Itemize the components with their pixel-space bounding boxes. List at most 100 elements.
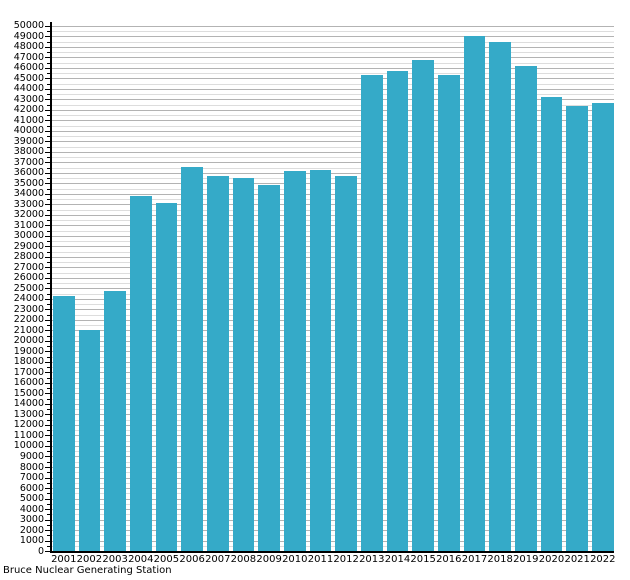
y-major-tick	[45, 267, 50, 269]
minor-gridline	[50, 472, 614, 474]
bar-2011	[309, 169, 332, 551]
y-tick-label: 12000	[13, 419, 44, 431]
y-major-tick	[45, 109, 50, 111]
minor-gridline	[50, 136, 614, 137]
minor-gridline	[50, 115, 614, 116]
y-tick-label: 30000	[13, 230, 44, 242]
y-minor-tick	[47, 451, 50, 453]
minor-gridline	[50, 440, 614, 442]
minor-gridline	[50, 188, 614, 190]
y-minor-tick	[47, 167, 50, 169]
major-gridline	[50, 477, 614, 479]
y-major-tick	[45, 372, 50, 374]
minor-gridline	[50, 41, 614, 43]
y-tick-label: 15000	[13, 387, 44, 399]
major-gridline	[50, 193, 614, 195]
y-tick-label: 6000	[19, 482, 44, 494]
x-tick-label: 2018	[487, 554, 513, 565]
y-tick-label: 46000	[13, 62, 44, 74]
minor-gridline	[50, 209, 614, 211]
y-tick-label: 18000	[13, 356, 44, 368]
y-tick-label: 23000	[13, 303, 44, 315]
y-minor-tick	[47, 419, 50, 421]
x-tick-label: 2014	[384, 554, 411, 565]
major-gridline	[50, 330, 614, 332]
y-minor-tick	[47, 251, 50, 253]
x-tick-label: 2004	[128, 554, 154, 565]
bar-2009	[258, 185, 280, 551]
bar-2019	[515, 65, 537, 551]
y-tick-label: 27000	[13, 261, 44, 273]
y-tick-label: 5000	[19, 493, 44, 504]
minor-gridline	[50, 262, 614, 264]
y-major-tick	[45, 351, 50, 353]
x-tick-label: 2016	[436, 554, 462, 565]
minor-gridline	[50, 388, 614, 390]
y-tick-label: 49000	[13, 30, 44, 42]
x-axis-spine	[50, 551, 614, 553]
y-tick-label: 48000	[13, 41, 44, 53]
y-tick-label: 34000	[13, 188, 44, 200]
minor-gridline	[50, 314, 614, 316]
major-gridline	[50, 456, 614, 458]
y-tick-label: 39000	[13, 135, 44, 147]
chart-caption: Bruce Nuclear Generating Station	[3, 565, 172, 576]
y-tick-label: 44000	[13, 83, 44, 95]
x-tick-label: 2017	[461, 554, 488, 565]
bar-2010	[284, 170, 306, 551]
major-gridline	[50, 382, 614, 384]
y-tick-label: 29000	[13, 240, 44, 252]
y-tick-label: 25000	[13, 282, 44, 294]
y-minor-tick	[47, 52, 50, 53]
major-gridline	[50, 277, 614, 279]
major-gridline	[50, 99, 614, 101]
x-tick-label: 2015	[410, 554, 436, 565]
minor-gridline	[50, 272, 614, 274]
y-minor-tick	[47, 178, 50, 179]
minor-gridline	[50, 31, 614, 32]
minor-gridline	[50, 377, 614, 379]
x-tick-label: 2021	[564, 554, 590, 565]
y-major-tick	[45, 509, 50, 510]
y-tick-label: 37000	[13, 156, 44, 168]
y-minor-tick	[47, 41, 50, 43]
y-tick-label: 10000	[13, 440, 44, 452]
y-major-tick	[45, 456, 50, 458]
bar-2012	[335, 175, 357, 551]
y-minor-tick	[47, 283, 50, 285]
major-gridline	[50, 78, 614, 80]
y-major-tick	[45, 151, 50, 153]
y-tick-label: 40000	[13, 125, 44, 137]
y-major-tick	[45, 530, 50, 531]
minor-gridline	[50, 52, 614, 53]
y-minor-tick	[47, 367, 50, 369]
y-major-tick	[45, 25, 50, 27]
y-tick-label: 42000	[13, 104, 44, 116]
y-minor-tick	[47, 262, 50, 264]
major-gridline	[50, 235, 614, 237]
y-minor-tick	[47, 472, 50, 474]
y-major-tick	[45, 361, 50, 363]
y-major-tick	[45, 57, 50, 59]
major-gridline	[50, 393, 614, 395]
major-gridline	[50, 340, 614, 342]
x-tick-label: 2002	[76, 554, 103, 565]
bar-2014	[386, 70, 409, 551]
y-tick-label: 36000	[13, 167, 44, 179]
major-gridline	[50, 445, 614, 447]
y-minor-tick	[47, 524, 50, 526]
y-major-tick	[45, 36, 50, 38]
y-minor-tick	[47, 346, 50, 348]
y-major-tick	[45, 204, 50, 206]
y-minor-tick	[47, 272, 50, 274]
minor-gridline	[50, 220, 614, 222]
minor-gridline	[50, 482, 614, 484]
major-gridline	[50, 130, 614, 132]
major-gridline	[50, 319, 614, 321]
y-tick-label: 11000	[13, 429, 44, 441]
major-gridline	[50, 36, 614, 38]
major-gridline	[50, 530, 614, 531]
major-gridline	[50, 309, 614, 311]
y-tick-label: 28000	[13, 251, 44, 263]
major-gridline	[50, 267, 614, 269]
